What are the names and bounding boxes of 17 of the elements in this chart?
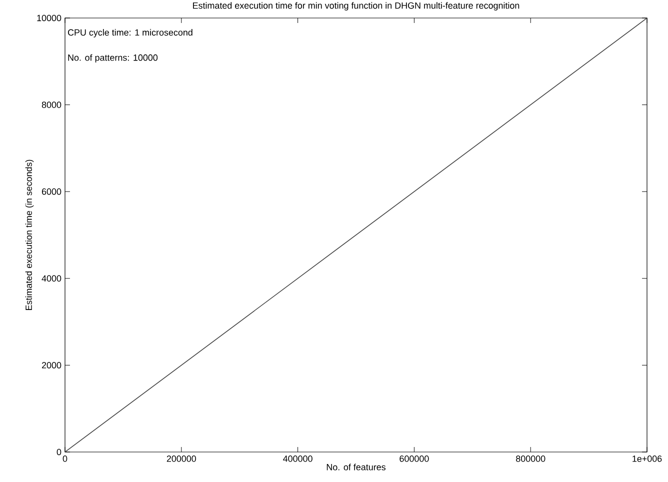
y-tick-label: 2000 bbox=[42, 362, 62, 368]
x-tick-label: 200000 bbox=[166, 456, 196, 462]
annotation: No. of patterns: 10000 bbox=[68, 54, 158, 63]
x-tick-label: 0 bbox=[62, 456, 68, 462]
x-tick-label: 800000 bbox=[516, 456, 546, 462]
x-axis-title: No. of features bbox=[326, 464, 386, 470]
annotation: CPU cycle time: 1 microsecond bbox=[68, 29, 192, 38]
y-tick-label: 0 bbox=[56, 448, 62, 456]
y-tick-label: 6000 bbox=[42, 188, 62, 195]
y-axis-title: Estimated execution time (in seconds) bbox=[25, 160, 34, 310]
chart-title: Estimated execution time for min voting function in DHGN multi-feature recognition bbox=[193, 2, 520, 10]
y-tick-label: 8000 bbox=[42, 102, 62, 108]
x-tick-label: 600000 bbox=[400, 456, 429, 462]
x-tick-label: 1e+006 bbox=[632, 456, 662, 462]
y-tick-label: 10000 bbox=[37, 14, 62, 22]
y-tick-label: 4000 bbox=[42, 275, 62, 282]
x-tick-label: 400000 bbox=[283, 456, 312, 462]
